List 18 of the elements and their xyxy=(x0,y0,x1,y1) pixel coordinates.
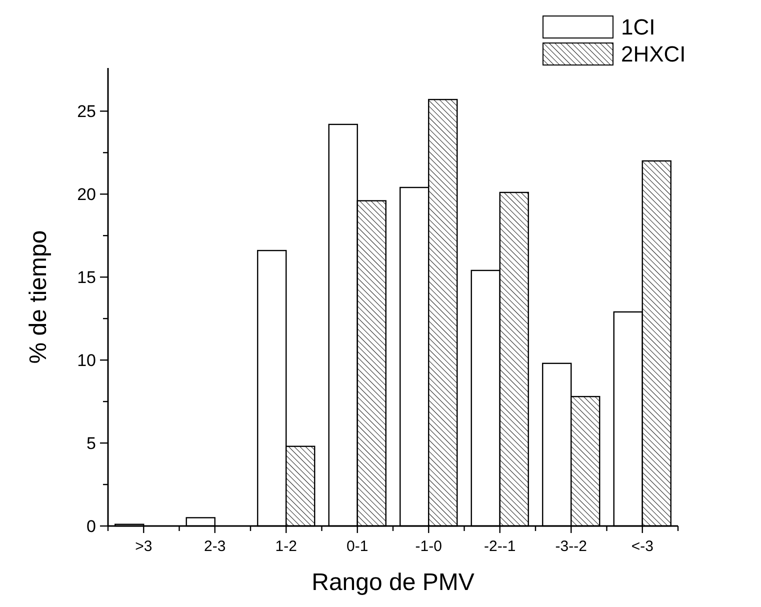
x-tick-label: -2--1 xyxy=(484,538,516,555)
x-tick-label: -3--2 xyxy=(555,538,587,555)
y-tick-label: 20 xyxy=(77,185,96,204)
y-tick-label: 0 xyxy=(86,516,96,536)
legend-label: 1CI xyxy=(621,14,656,40)
x-axis-title: Rango de PMV xyxy=(312,569,474,596)
y-tick-label: 25 xyxy=(77,102,96,122)
y-tick-label: 15 xyxy=(77,268,96,288)
x-tick-label: <-3 xyxy=(631,538,654,555)
y-tick-label: 5 xyxy=(86,434,96,453)
x-tick-label: 0-1 xyxy=(346,538,368,555)
x-tick-label: >3 xyxy=(135,538,152,555)
y-axis-title: % de tiempo xyxy=(25,230,52,364)
x-tick-label: 2-3 xyxy=(204,538,226,555)
x-tick-label: 1-2 xyxy=(275,538,297,555)
x-tick-label: -1-0 xyxy=(415,538,442,555)
legend-label: 2HXCI xyxy=(621,42,686,67)
y-tick-label: 10 xyxy=(77,351,96,370)
